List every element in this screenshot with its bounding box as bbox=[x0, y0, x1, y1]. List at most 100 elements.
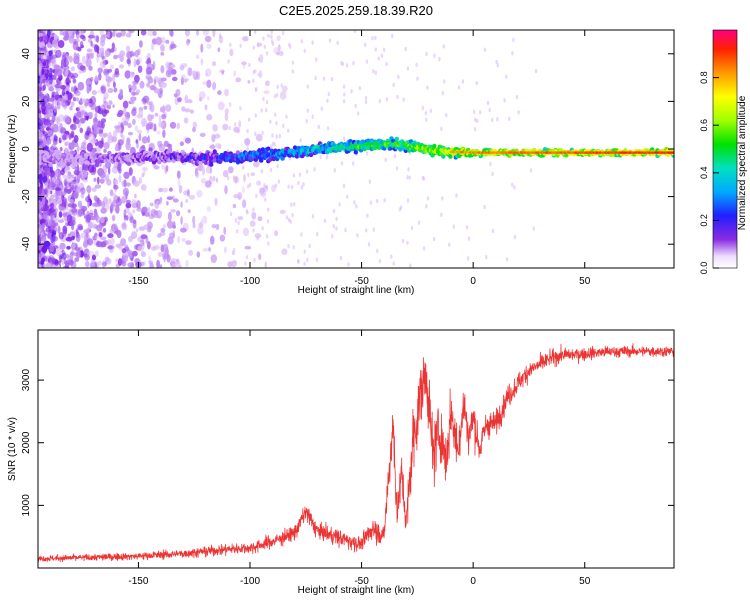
spectrogram-cell bbox=[170, 258, 177, 262]
spectrogram-cell bbox=[202, 248, 209, 252]
spectrogram-cell bbox=[417, 220, 421, 225]
spectrogram-cell bbox=[146, 82, 151, 88]
spectrogram-cell bbox=[457, 85, 461, 90]
spectrogram-cell bbox=[186, 38, 190, 46]
spectrogram-cell bbox=[98, 232, 103, 238]
spectrogram-cell bbox=[162, 129, 166, 138]
spectrogram-cell bbox=[55, 170, 61, 179]
spectrogram-cell bbox=[365, 59, 369, 64]
spectrogram-cell bbox=[263, 183, 266, 188]
spectrogram-cell bbox=[195, 54, 200, 59]
spectrogram-cell bbox=[291, 60, 295, 65]
spectrogram-cell bbox=[346, 194, 349, 199]
spectrogram-cell bbox=[228, 158, 233, 164]
y-tick-label: 20 bbox=[21, 95, 32, 107]
spectrogram-cell bbox=[505, 257, 509, 262]
spectrogram-cell bbox=[306, 84, 309, 89]
spectrogram-cell bbox=[172, 230, 176, 239]
spectrogram-cell bbox=[141, 136, 148, 144]
spectrogram-cell bbox=[69, 252, 73, 259]
spectrogram-cell bbox=[249, 220, 256, 227]
spectrogram-cell bbox=[77, 200, 83, 208]
spectrogram-cell bbox=[105, 174, 110, 182]
spectrogram-cell bbox=[41, 214, 45, 221]
spectrogram-cell bbox=[204, 180, 212, 188]
spectrogram-cell bbox=[255, 133, 263, 142]
spectrogram-cell bbox=[38, 263, 42, 268]
x-tick-label: -50 bbox=[354, 276, 369, 287]
spectrogram-cell bbox=[97, 260, 102, 266]
spectrogram-cell bbox=[126, 161, 132, 166]
spectrogram-cell bbox=[333, 168, 336, 173]
spectrogram-cell bbox=[229, 211, 233, 217]
spectrogram-cell bbox=[44, 33, 48, 43]
spectrogram-cell bbox=[233, 70, 236, 77]
spectrogram-cell bbox=[65, 58, 69, 65]
spectrogram-cell bbox=[280, 83, 283, 88]
spectrogram-cell bbox=[508, 116, 511, 122]
spectrogram-cell bbox=[372, 227, 375, 232]
spectrogram-cell bbox=[140, 234, 148, 240]
spectrogram-cell bbox=[377, 56, 380, 61]
spectrogram-cell bbox=[38, 86, 42, 92]
spectrogram-cell bbox=[134, 193, 137, 199]
spectrogram-cell bbox=[125, 182, 131, 187]
spectrogram-cell bbox=[262, 188, 265, 193]
spectrogram-cell bbox=[69, 219, 76, 226]
spectrogram-cell bbox=[56, 104, 61, 110]
spectrogram-cell bbox=[88, 221, 94, 229]
spectrogram-cell bbox=[511, 182, 514, 187]
spectrogram-cell bbox=[254, 131, 257, 136]
spectrogram-cell bbox=[251, 212, 257, 220]
spectrogram-cell bbox=[246, 142, 249, 147]
spectrogram-cell bbox=[306, 108, 309, 113]
spectrogram-cell bbox=[393, 154, 397, 159]
spectrogram-cell bbox=[94, 112, 98, 120]
spectrogram-cell bbox=[503, 98, 506, 103]
spectrogram-cell bbox=[166, 196, 174, 201]
spectrogram-cell bbox=[198, 160, 203, 166]
spectrogram-cell bbox=[311, 214, 315, 219]
spectrogram-cell bbox=[45, 79, 50, 88]
spectrogram-cell bbox=[276, 84, 279, 90]
spectrogram-cell bbox=[85, 214, 91, 223]
spectrogram-cell bbox=[48, 255, 54, 261]
spectrogram-cell bbox=[467, 256, 470, 261]
spectrogram-cell bbox=[441, 91, 444, 96]
spectrogram-cell bbox=[261, 130, 264, 136]
spectrogram-cell bbox=[70, 184, 75, 191]
spectrogram-cell bbox=[180, 216, 183, 225]
spectrogram-cell bbox=[54, 259, 59, 266]
spectrogram-cell bbox=[80, 232, 87, 239]
spectrogram-cell bbox=[290, 202, 293, 207]
spectrogram-cell bbox=[322, 76, 326, 81]
spectrogram-cell bbox=[149, 202, 154, 207]
spectrogram-cell bbox=[649, 147, 655, 152]
spectrogram-cell bbox=[448, 154, 453, 159]
spectrogram-cell bbox=[111, 214, 116, 222]
spectrogram-cell bbox=[211, 61, 217, 67]
spectrogram-cell bbox=[94, 184, 102, 189]
spectrogram-cell bbox=[58, 114, 65, 123]
spectrogram-cell bbox=[180, 201, 183, 208]
spectrogram-cell bbox=[54, 187, 62, 191]
spectrogram-cell bbox=[45, 227, 51, 233]
spectrogram-cell bbox=[71, 235, 75, 240]
spectrogram-cell bbox=[114, 179, 119, 186]
spectrogram-cell bbox=[246, 210, 249, 215]
spectrogram-cell bbox=[257, 148, 262, 153]
spectrogram-cell bbox=[305, 169, 309, 174]
spectrogram-cell bbox=[123, 213, 127, 222]
spectrogram-cell bbox=[38, 40, 41, 47]
spectrogram-cell bbox=[265, 108, 268, 113]
spectrogram-cell bbox=[40, 105, 47, 111]
spectrogram-cell bbox=[188, 249, 194, 256]
spectrogram-cell bbox=[102, 59, 106, 67]
spectrogram-cell bbox=[77, 225, 84, 231]
spectrogram-cell bbox=[211, 134, 216, 143]
spectrogram-cell bbox=[70, 101, 75, 107]
spectrogram-cell bbox=[262, 36, 265, 41]
spectrogram-cell bbox=[164, 104, 172, 112]
x-tick-label: 0 bbox=[470, 276, 476, 287]
spectrogram-cell bbox=[46, 30, 51, 38]
